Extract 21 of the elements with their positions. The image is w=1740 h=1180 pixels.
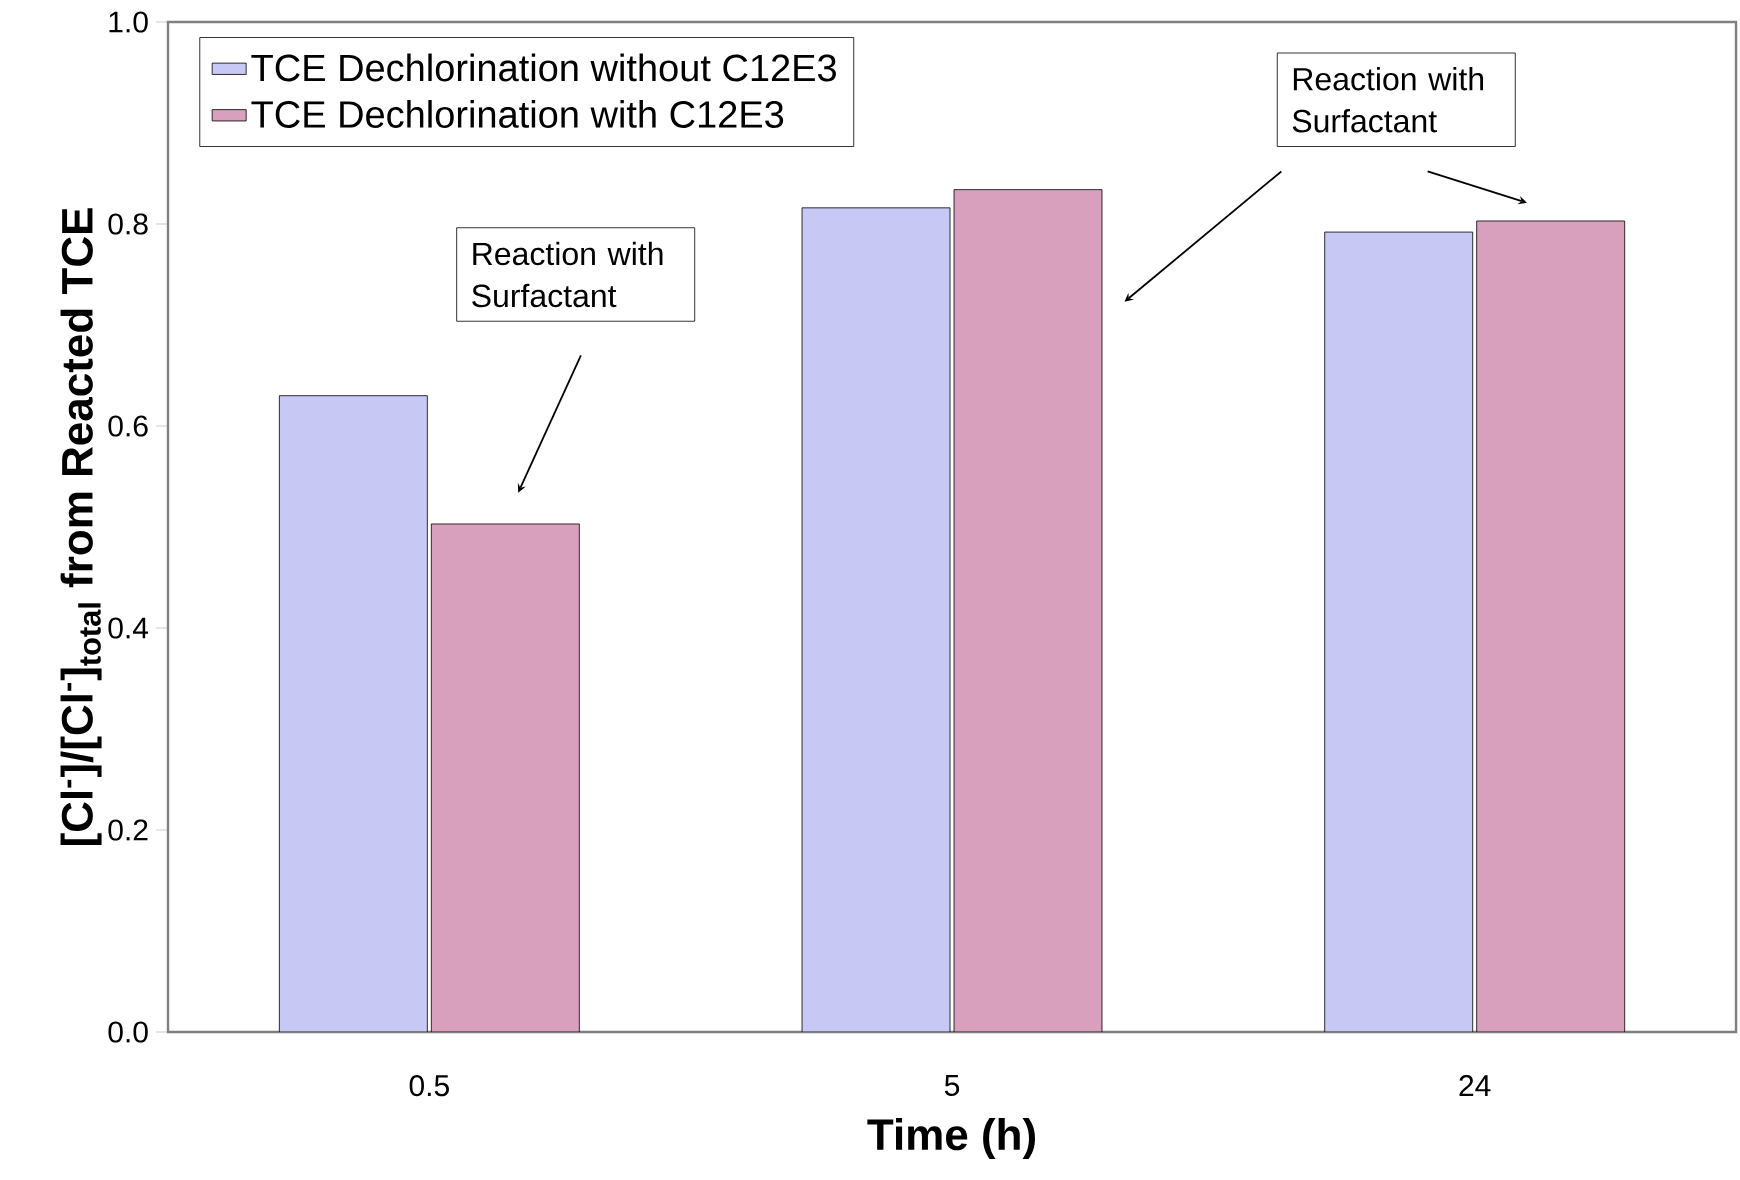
x-tick-label: 24 — [1459, 1075, 1491, 1096]
x-tick-label: 0.5 — [409, 1075, 449, 1097]
y-axis-title: [Cl$^{-}$]/[Cl$^{-}$]$_{total}$ from Reacted TCE — [60, 208, 102, 846]
bar — [278, 395, 428, 1032]
legend-label: TCE Dechlorination without C12E3 — [251, 53, 836, 82]
y-tick-label: 1.0 — [109, 11, 148, 33]
annotation: Reaction with Surfactant — [472, 241, 663, 308]
bar — [430, 523, 580, 1032]
legend-label: TCE Dechlorination with C12E3 — [251, 100, 784, 128]
bar — [1324, 231, 1474, 1032]
y-tick-label: 0.6 — [108, 415, 148, 437]
x-tick-label: 5 — [944, 1075, 960, 1096]
bar — [953, 189, 1103, 1032]
y-tick-label: 0.4 — [108, 617, 149, 639]
bar — [801, 207, 951, 1032]
annotation: Reaction with Surfactant — [1292, 67, 1484, 133]
x-axis-title: Time (h) — [867, 1117, 1035, 1159]
y-tick-label: 0.0 — [108, 1021, 148, 1043]
bar — [1476, 220, 1626, 1032]
y-tick-label: 0.2 — [108, 819, 148, 841]
y-tick-label: 0.8 — [108, 213, 148, 235]
